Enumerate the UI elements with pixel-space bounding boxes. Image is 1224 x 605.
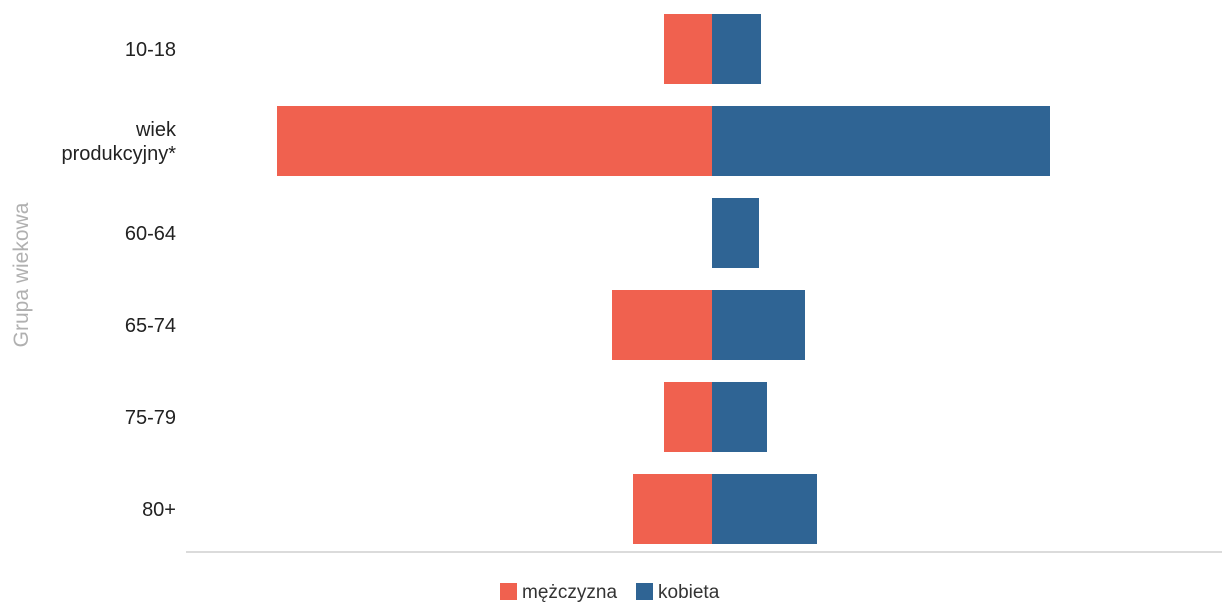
category-label-2: 60-64: [125, 223, 176, 245]
category-label-3: 65-74: [125, 315, 176, 337]
legend: mężczyzna kobieta: [500, 582, 720, 603]
category-label-line: 75-79: [125, 407, 176, 429]
category-label-line: 65-74: [125, 315, 176, 337]
category-label-line: 60-64: [125, 223, 176, 245]
category-label-line: 80+: [142, 499, 176, 521]
bar-kobieta-0: [712, 14, 761, 84]
bar-kobieta-2: [712, 198, 759, 268]
category-label-4: 75-79: [125, 407, 176, 429]
category-label-0: 10-18: [125, 39, 176, 61]
bar-kobieta-1: [712, 106, 1050, 176]
legend-label-mezczyzna: mężczyzna: [522, 582, 617, 603]
bar-kobieta-4: [712, 382, 767, 452]
bar-mezczyzna-4: [664, 382, 712, 452]
category-label-5: 80+: [142, 499, 176, 521]
bars-group: [277, 14, 1050, 544]
bar-mezczyzna-5: [633, 474, 712, 544]
legend-swatch-kobieta: [636, 583, 653, 600]
bar-mezczyzna-1: [277, 106, 712, 176]
legend-swatch-mezczyzna: [500, 583, 517, 600]
category-label-line: wiek: [135, 119, 177, 141]
y-axis-title: Grupa wiekowa: [10, 202, 33, 347]
category-label-line: produkcyjny*: [61, 143, 176, 165]
bar-kobieta-5: [712, 474, 817, 544]
category-label-1: wiek produkcyjny*: [61, 119, 177, 165]
category-labels: 10-18 wiek produkcyjny* 60-64 65-74 75-79 80+: [61, 39, 177, 521]
bar-kobieta-3: [712, 290, 805, 360]
category-label-line: 10-18: [125, 39, 176, 61]
legend-label-kobieta: kobieta: [658, 582, 720, 603]
bar-mezczyzna-0: [664, 14, 712, 84]
bar-mezczyzna-3: [612, 290, 712, 360]
